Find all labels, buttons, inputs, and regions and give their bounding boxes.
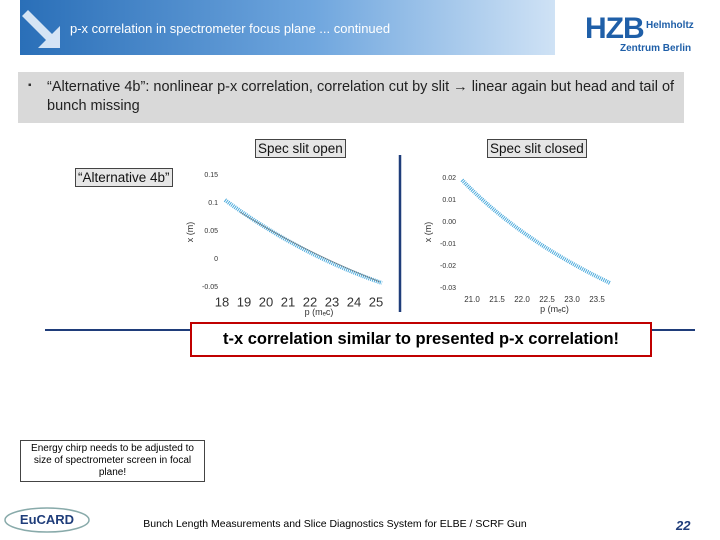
x-tick-label: 25 — [369, 294, 383, 309]
label: Spec slit closed — [487, 139, 587, 158]
y-tick-label: -0.01 — [440, 241, 456, 248]
x-axis-label: p (mₑc) — [305, 307, 334, 317]
logo-text: Helmholtz — [646, 20, 694, 31]
page-number: 22 — [676, 518, 691, 533]
y-tick-label: -0.02 — [440, 263, 456, 270]
x-axis-label: p (mₑc) — [540, 304, 569, 314]
x-tick-label: 23.5 — [589, 295, 605, 304]
plot: 0.02 0.01 0.00 -0.01 -0.02 -0.03 21.0 21.5 22.0 2… — [423, 168, 615, 314]
eucard-logo: EuCARD — [4, 507, 90, 533]
x-tick-label: 19 — [237, 294, 251, 309]
x-tick-label: 22.5 — [539, 295, 555, 304]
y-tick-label: 0.01 — [442, 197, 456, 204]
logo-text: HZB — [585, 12, 645, 45]
bullet-text: “Alternative 4b”: nonlinear p-x correlat… — [47, 79, 675, 114]
label: Spec slit open — [255, 139, 346, 158]
slide-title: p-x correlation in spectrometer focus pl… — [70, 21, 391, 36]
y-tick-label: 0 — [214, 256, 218, 263]
header-banner — [20, 0, 555, 55]
footer-text: Bunch Length Measurements and Slice Diag… — [143, 518, 527, 530]
y-tick-label: -0.05 — [202, 284, 218, 291]
label: “Alternative 4b” — [75, 168, 173, 187]
x-tick-label: 20 — [259, 294, 273, 309]
logo-text: Zentrum Berlin — [620, 43, 692, 54]
x-tick-label: 22 — [303, 294, 317, 309]
y-tick-label: 0.1 — [208, 200, 218, 207]
plot: 0.15 0.1 0.05 0 -0.05 18 19 20 21 22 23 24 25 x (m) p … — [185, 168, 385, 317]
y-tick-label: 0.00 — [442, 219, 456, 226]
x-tick-label: 22.0 — [514, 295, 530, 304]
y-tick-label: 0.02 — [442, 175, 456, 182]
x-tick-label: 24 — [347, 294, 361, 309]
x-tick-label: 23.0 — [564, 295, 580, 304]
y-tick-label: -0.03 — [440, 285, 456, 292]
note-box: Energy chirp needs to be adjusted to siz… — [20, 440, 205, 482]
x-tick-label: 23 — [325, 294, 339, 309]
x-tick-label: 21 — [281, 294, 295, 309]
x-tick-label: 21.5 — [489, 295, 505, 304]
y-tick-label: 0.05 — [204, 228, 218, 235]
highlight-box: t-x correlation similar to presented p-x… — [190, 322, 652, 357]
bullet-marker: ▪ — [28, 80, 32, 91]
y-axis-label: x (m) — [423, 222, 433, 243]
y-axis-label: x (m) — [185, 222, 195, 243]
y-tick-label: 0.15 — [204, 172, 218, 179]
x-tick-label: 21.0 — [464, 295, 480, 304]
x-tick-label: 18 — [215, 294, 229, 309]
logo-text: EuCARD — [20, 512, 74, 527]
bullet-box — [18, 72, 684, 123]
header-arrow — [22, 10, 60, 48]
